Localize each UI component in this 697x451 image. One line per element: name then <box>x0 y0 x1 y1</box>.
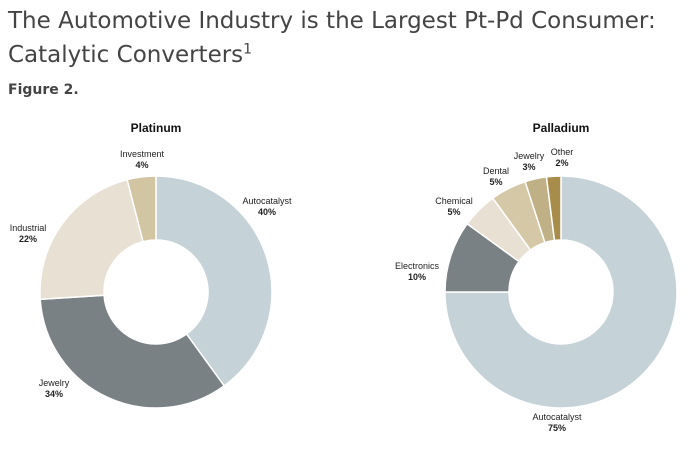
palladium-label-other: Other <box>551 147 574 157</box>
platinum-slice-industrial <box>39 178 144 301</box>
page-title: The Automotive Industry is the Largest P… <box>8 4 688 72</box>
palladium-label-dental: Dental <box>483 166 509 176</box>
palladium-label-jewelry: Jewelry <box>514 151 545 161</box>
palladium-value-autocatalyst: 75% <box>548 423 566 433</box>
platinum-label-jewelry: Jewelry <box>39 378 70 388</box>
palladium-slice-other <box>545 175 562 242</box>
platinum-label-industrial: Industrial <box>10 223 47 233</box>
palladium-chart: Autocatalyst75%Electronics10%Chemical5%D… <box>395 121 678 433</box>
platinum-value-investment: 4% <box>135 160 148 170</box>
palladium-value-other: 2% <box>555 158 568 168</box>
palladium-value-dental: 5% <box>489 177 502 187</box>
palladium-chart-title: Palladium <box>533 121 590 135</box>
palladium-value-chemical: 5% <box>447 207 460 217</box>
platinum-label-autocatalyst: Autocatalyst <box>242 196 292 206</box>
palladium-slice-autocatalyst <box>444 175 678 409</box>
title-footnote-marker: 1 <box>243 41 253 58</box>
platinum-slice-autocatalyst <box>155 175 273 387</box>
palladium-label-chemical: Chemical <box>435 196 473 206</box>
palladium-label-electronics: Electronics <box>395 261 440 271</box>
platinum-slice-investment <box>126 175 157 243</box>
palladium-label-autocatalyst: Autocatalyst <box>532 412 582 422</box>
palladium-value-jewelry: 3% <box>522 162 535 172</box>
platinum-value-autocatalyst: 40% <box>258 207 276 217</box>
platinum-value-industrial: 22% <box>19 234 37 244</box>
platinum-label-investment: Investment <box>120 149 165 159</box>
platinum-slice-jewelry <box>39 294 226 409</box>
platinum-value-jewelry: 34% <box>45 389 63 399</box>
palladium-value-electronics: 10% <box>408 272 426 282</box>
platinum-chart-title: Platinum <box>131 121 182 135</box>
figure-label: Figure 2. <box>8 82 79 98</box>
page-title-text: The Automotive Industry is the Largest P… <box>8 8 656 68</box>
